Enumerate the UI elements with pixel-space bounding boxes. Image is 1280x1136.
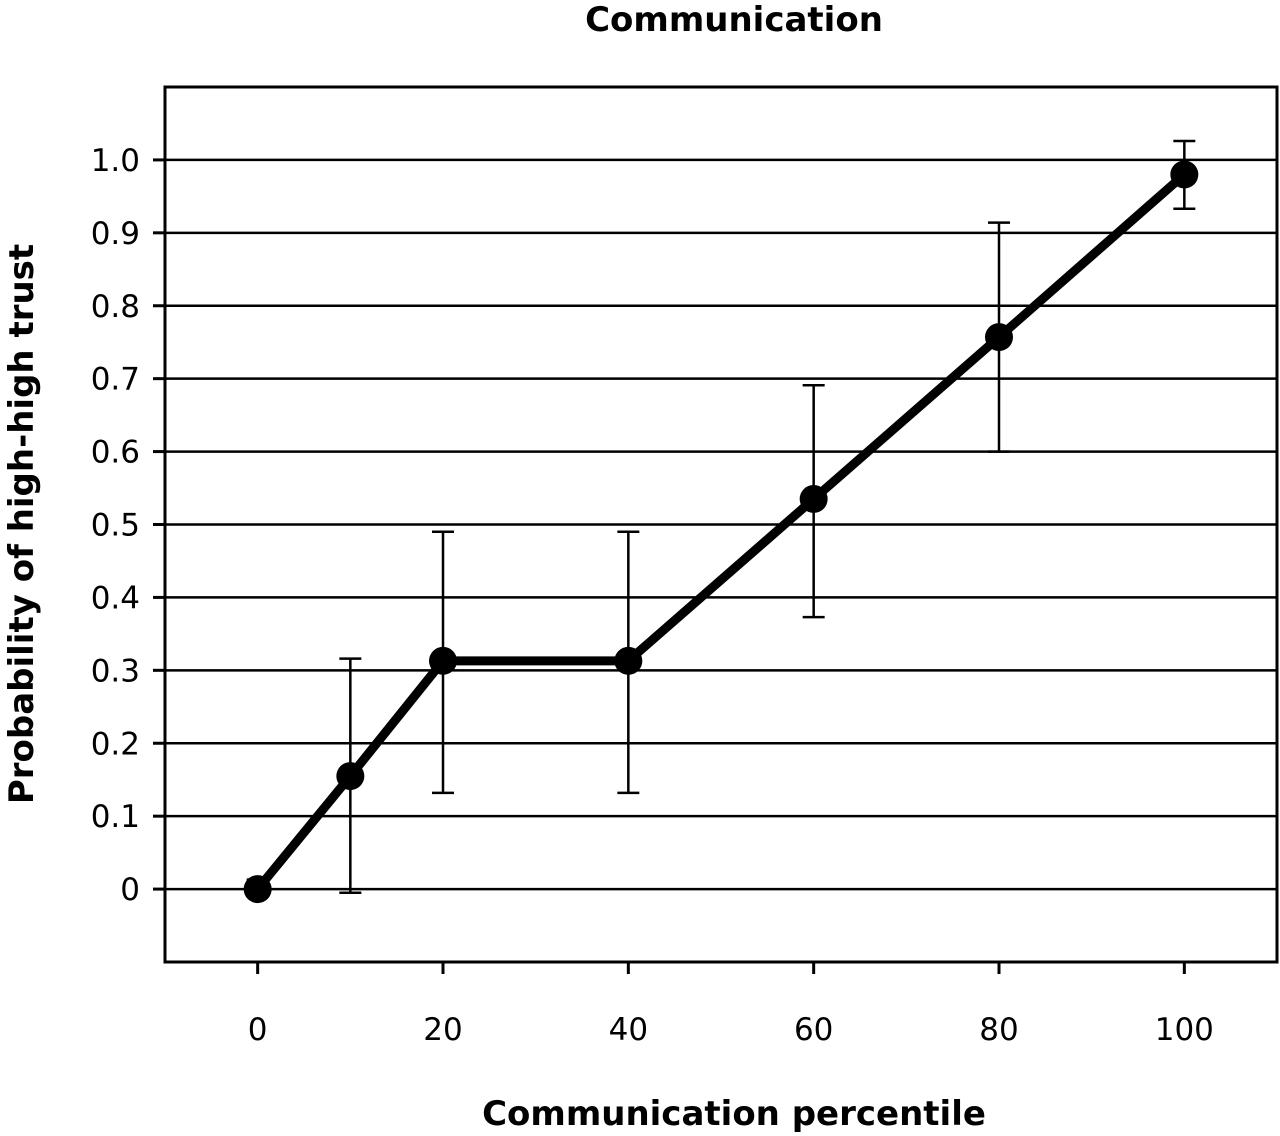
x-tick-label-5: 100 xyxy=(1155,1012,1214,1048)
x-tick-label-0: 0 xyxy=(248,1012,268,1048)
data-point-2 xyxy=(429,646,457,675)
y-tick-label-6: 0.6 xyxy=(91,435,140,471)
y-tick-label-1: 0.1 xyxy=(91,799,140,835)
chart-title: Communication xyxy=(585,0,883,40)
y-tick-label-0: 0 xyxy=(120,872,140,908)
grid-lines xyxy=(165,158,1277,891)
series-line xyxy=(253,170,1189,894)
x-tick-label-4: 80 xyxy=(979,1012,1018,1048)
data-point-6 xyxy=(1170,160,1199,189)
y-tick-label-5: 0.5 xyxy=(91,508,140,544)
y-tick-label-4: 0.4 xyxy=(91,580,140,616)
x-axis-label: Communication percentile xyxy=(482,1094,986,1134)
data-point-3 xyxy=(614,646,643,675)
y-tick-label-10: 1.0 xyxy=(91,143,140,179)
x-tick-label-1: 20 xyxy=(423,1012,462,1048)
x-tick-label-3: 60 xyxy=(794,1012,833,1048)
data-point-1 xyxy=(336,762,365,791)
y-tick-label-9: 0.9 xyxy=(91,216,140,252)
y-tick-label-3: 0.3 xyxy=(91,653,140,689)
data-points xyxy=(243,160,1199,904)
data-point-0 xyxy=(243,875,272,904)
data-point-5 xyxy=(985,323,1013,352)
error-bars xyxy=(246,139,1196,898)
x-tick-label-2: 40 xyxy=(609,1012,648,1048)
x-axis: 0 20 40 60 80 100 xyxy=(248,962,1214,1048)
y-tick-label-7: 0.7 xyxy=(91,362,140,398)
y-axis: 0 0.1 0.2 0.3 0.4 0.5 0.6 0.7 0.8 0.9 1.0 xyxy=(91,143,165,908)
y-tick-label-8: 0.8 xyxy=(91,289,140,325)
data-point-4 xyxy=(799,484,828,513)
y-tick-label-2: 0.2 xyxy=(91,726,140,762)
y-axis-label: Probability of high-high trust xyxy=(2,244,42,804)
